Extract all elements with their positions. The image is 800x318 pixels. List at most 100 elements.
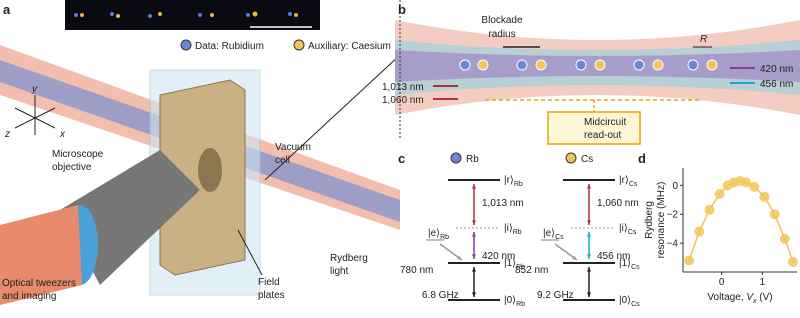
axis-label: y <box>31 84 38 95</box>
arrow-head <box>587 267 591 272</box>
ket-subscript: Cs <box>628 229 637 236</box>
annotation: Rydberg <box>330 253 368 264</box>
annotation: R <box>700 34 707 45</box>
data-point <box>769 209 780 220</box>
ket-subscript: Rb <box>516 301 525 308</box>
species-marker <box>565 152 577 164</box>
annotation: read-out <box>584 130 621 141</box>
x-label-text: Voltage, <box>707 292 746 303</box>
ket: |1⟩ <box>619 258 631 269</box>
arrow-head <box>472 220 476 225</box>
ket: |i⟩ <box>504 223 513 234</box>
arrow-head <box>457 255 462 260</box>
laser-label: 1,060 nm <box>597 198 639 209</box>
strip-dots-blue <box>74 12 292 18</box>
annotation: Microscope <box>52 149 104 160</box>
ket: |0⟩ <box>619 295 631 306</box>
species-label: Rb <box>466 154 479 165</box>
level-label: |1⟩Cs <box>619 258 640 271</box>
annotation: Vacuum <box>275 142 311 153</box>
splitting-label: 6.8 GHz <box>422 290 459 301</box>
data-point <box>684 255 695 266</box>
readout-box <box>547 111 641 145</box>
window <box>198 148 222 192</box>
panel-label: a <box>3 2 11 17</box>
annotation: Optical tweezers <box>2 278 76 289</box>
zoom-line <box>264 54 401 181</box>
rb-legend-marker <box>180 39 192 51</box>
ket: |r⟩ <box>619 175 629 186</box>
ket-subscript: Rb <box>440 234 449 241</box>
annotation: objective <box>52 162 92 173</box>
ket: |1⟩ <box>504 258 516 269</box>
x-axis-label: Voltage, Vx (V) <box>707 292 772 305</box>
arrow-head <box>587 292 591 297</box>
ket: |r⟩ <box>504 175 514 186</box>
fluorescence-strip <box>65 0 320 30</box>
y-tick-label: 0 <box>672 181 678 192</box>
field-plate-pointer <box>237 229 263 276</box>
data-point <box>759 191 770 202</box>
panel-b-drawing: b Blockade radius R 420 nm 456 nm 1,013 … <box>382 0 800 145</box>
ket-subscript: Cs <box>629 181 638 188</box>
x-label-unit: (V) <box>756 292 772 303</box>
annotation: light <box>330 266 349 277</box>
data-point <box>704 204 715 215</box>
species-label: Cs <box>581 154 593 165</box>
annotation: plates <box>258 290 285 301</box>
arrow-head <box>587 220 591 225</box>
tweezer-beam <box>0 205 82 305</box>
ket-subscript: Rb <box>513 229 522 236</box>
annotation: radius <box>488 29 515 40</box>
arrow-head <box>472 292 476 297</box>
laser-label: 420 nm <box>482 251 515 262</box>
annotation: Midcircuit <box>584 117 626 128</box>
axis-label: z <box>4 129 10 140</box>
y-tick-label: −4 <box>667 239 679 250</box>
fit-curve <box>688 180 794 263</box>
level-label: |i⟩Cs <box>619 223 637 236</box>
laser-label: 456 nm <box>597 251 630 262</box>
laser-label: 852 nm <box>515 265 548 276</box>
annotation: and imaging <box>2 291 56 302</box>
ket-subscript: Rb <box>514 181 523 188</box>
arrow-head <box>572 255 577 260</box>
ket-subscript: Cs <box>631 301 640 308</box>
legend-label: Auxiliary: Caesium <box>308 41 391 52</box>
level-label: |e⟩Rb <box>428 228 449 241</box>
annotation: cell <box>275 155 290 166</box>
level-label: |1⟩Rb <box>504 258 525 271</box>
ket: |e⟩ <box>543 228 555 239</box>
level-label: |r⟩Rb <box>504 175 523 188</box>
splitting-label: 9.2 GHz <box>537 290 574 301</box>
level-label: |0⟩Cs <box>619 295 640 308</box>
panel-label: d <box>638 151 646 166</box>
legend-label: Data: Rubidium <box>195 41 264 52</box>
x-label-var: V <box>746 292 754 303</box>
strip-dots <box>80 11 298 18</box>
data-point <box>749 181 760 192</box>
level-label: |0⟩Rb <box>504 295 525 308</box>
beam-label: 420 nm <box>760 64 793 75</box>
ket-subscript: Rb <box>516 264 525 271</box>
laser-label: 1,013 nm <box>482 198 524 209</box>
arrow-head <box>472 232 476 237</box>
ket-subscript: Cs <box>631 264 640 271</box>
species-marker <box>450 152 462 164</box>
beam-label: 1,013 nm <box>382 82 424 93</box>
data-point <box>714 189 725 199</box>
x-label-sub: x <box>752 298 757 305</box>
ket: |e⟩ <box>428 228 440 239</box>
panel-d: 0 −2 −4 0 1 Rydberg resonance (MHz) Voltage, Vx… <box>644 168 798 305</box>
annotation: Blockade <box>481 15 523 26</box>
panel-a-drawing: a Data: Rubidium Auxiliary: Caesium y z … <box>0 0 401 305</box>
beam-label: 456 nm <box>760 79 793 90</box>
x-tick-label: 1 <box>760 277 766 288</box>
y-axis-label: Rydberg <box>644 201 655 239</box>
data-point <box>741 177 752 188</box>
level-label: |e⟩Cs <box>543 228 564 241</box>
data-point <box>787 256 798 267</box>
ket-subscript: Cs <box>555 234 564 241</box>
